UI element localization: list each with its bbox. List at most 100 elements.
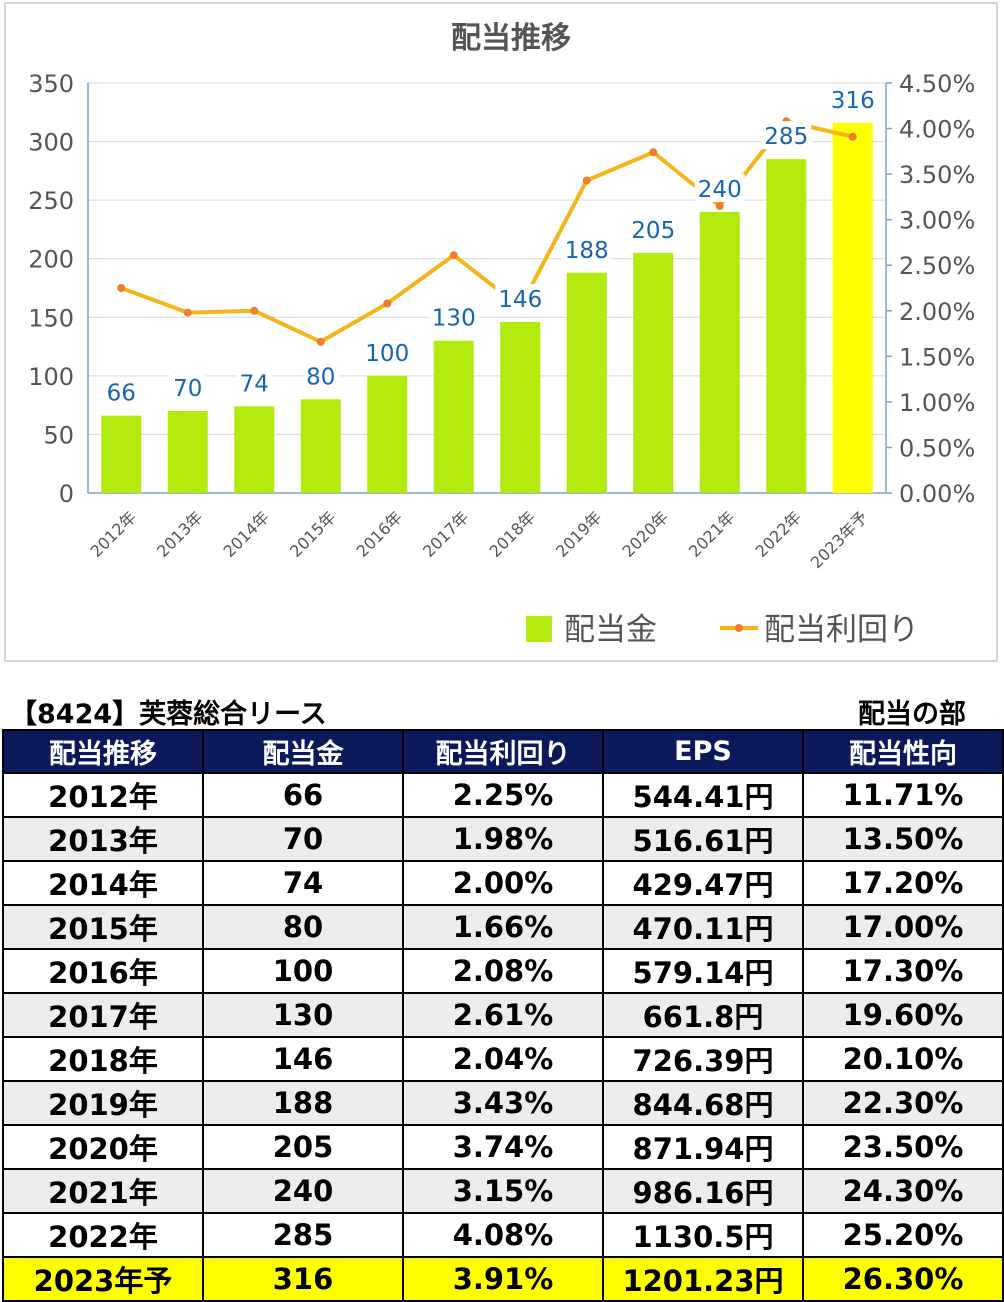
y-right-tick-label: 2.00% [899,298,975,326]
cell-yield: 2.04% [402,1036,604,1082]
bar [367,375,408,493]
data-label-bg [827,84,878,113]
y-left-tick-label: 250 [28,187,74,215]
chart-title: 配当推移 [451,21,571,56]
cell-year: 2022年 [2,1212,204,1258]
header-yield: 配当利回り [402,729,604,774]
data-label: 240 [698,177,742,203]
bar [566,272,607,493]
bar [101,415,142,493]
table-row: 2019年 188 3.43% 844.68円 22.30% [2,1080,1004,1126]
cell-yield: 3.74% [402,1124,604,1170]
cell-yield: 2.25% [402,772,604,818]
data-label: 74 [240,371,269,397]
yield-point [715,202,724,210]
bar [167,411,208,493]
table-row: 2022年 285 4.08% 1130.5円 25.20% [2,1212,1004,1258]
cell-year: 2012年 [2,772,204,818]
cell-eps: 429.47円 [602,860,804,906]
x-tick-label: 2015年 [286,507,340,561]
x-tick-label: 2014年 [220,507,274,561]
data-label-bg [761,121,812,150]
table-row: 2015年 80 1.66% 470.11円 17.00% [2,904,1004,950]
legend-bar-label: 配当金 [564,612,657,648]
x-tick-label: 2017年 [419,507,473,561]
dividend-chart: 配当推移 0 50 100 150 200 250 300 350 0.00% 0.50% 1.00%… [28,21,975,648]
cell-dividend: 316 [202,1256,404,1302]
bar [300,399,341,493]
data-label: 100 [365,341,409,367]
data-label: 130 [432,306,476,332]
cell-year: 2023年予 [2,1256,204,1302]
cell-dividend: 130 [202,992,404,1038]
cell-payout: 20.10% [802,1036,1004,1082]
cell-yield: 2.08% [402,948,604,994]
cell-eps: 871.94円 [602,1124,804,1170]
dividend-table: 配当推移 配当金 配当利回り EPS 配当性向 2012年 66 2.25% 544.… [2,729,1004,1302]
cell-payout: 26.30% [802,1256,1004,1302]
data-label: 285 [764,124,808,150]
data-label-bg [561,234,612,263]
table-row: 2017年 130 2.61% 661.8円 19.60% [2,992,1004,1038]
cell-year: 2019年 [2,1080,204,1126]
cell-payout: 19.60% [802,992,1004,1038]
cell-eps: 516.61円 [602,816,804,862]
legend-bar-swatch [526,616,552,642]
data-label: 66 [107,381,136,407]
cell-dividend: 80 [202,904,404,950]
table-row: 2021年 240 3.15% 986.16円 24.30% [2,1168,1004,1214]
y-right-tick-label: 2.50% [899,252,975,280]
y-left-tick-label: 300 [28,129,74,157]
data-label: 146 [498,287,542,313]
x-tick-label: 2016年 [353,507,407,561]
x-tick-label: 2022年 [752,507,806,561]
y-right-tick-label: 4.50% [899,70,975,98]
bar [633,252,674,493]
y-right-tick-label: 1.50% [899,343,975,371]
y-right-tick-label: 3.00% [899,207,975,235]
cell-year: 2018年 [2,1036,204,1082]
table-header-row: 配当推移 配当金 配当利回り EPS 配当性向 [2,729,1004,774]
cell-payout: 25.20% [802,1212,1004,1258]
cell-year: 2015年 [2,904,204,950]
cell-yield: 1.66% [402,904,604,950]
table-row: 2013年 70 1.98% 516.61円 13.50% [2,816,1004,862]
cell-yield: 2.61% [402,992,604,1038]
cell-eps: 661.8円 [602,992,804,1038]
legend-line-marker [735,624,743,632]
y-right-tick-label: 4.00% [899,116,975,144]
bar [766,159,807,493]
y-right-tick-label: 0.50% [899,434,975,462]
table-row: 2020年 205 3.74% 871.94円 23.50% [2,1124,1004,1170]
data-label-bg [628,214,679,243]
cell-dividend: 285 [202,1212,404,1258]
bar [699,211,740,493]
x-tick-label: 2021年 [685,507,739,561]
section-title: 配当の部 [858,699,966,730]
data-label: 205 [631,218,675,244]
cell-dividend: 240 [202,1168,404,1214]
yield-point [383,299,392,308]
cell-yield: 3.15% [402,1168,604,1214]
x-tick-label: 2019年 [552,507,606,561]
cell-payout: 17.20% [802,860,1004,906]
y-left-tick-label: 200 [28,246,74,274]
data-label-bg [694,173,745,202]
data-label-bg [362,337,413,366]
x-tick-label: 2018年 [486,507,540,561]
cell-payout: 13.50% [802,816,1004,862]
x-tick-label: 2023年予 [807,507,872,572]
bar [433,340,474,493]
cell-eps: 1130.5円 [602,1212,804,1258]
data-label: 316 [831,88,875,114]
header-payout: 配当性向 [802,729,1004,774]
cell-eps: 470.11円 [602,904,804,950]
cell-dividend: 146 [202,1036,404,1082]
cell-eps: 986.16円 [602,1168,804,1214]
cell-dividend: 74 [202,860,404,906]
y-left-tick-label: 350 [28,70,74,98]
cell-dividend: 188 [202,1080,404,1126]
cell-yield: 4.08% [402,1212,604,1258]
table-body: 2012年 66 2.25% 544.41円 11.71% 2013年 70 1.98% 516… [2,772,1004,1302]
cell-yield: 3.43% [402,1080,604,1126]
